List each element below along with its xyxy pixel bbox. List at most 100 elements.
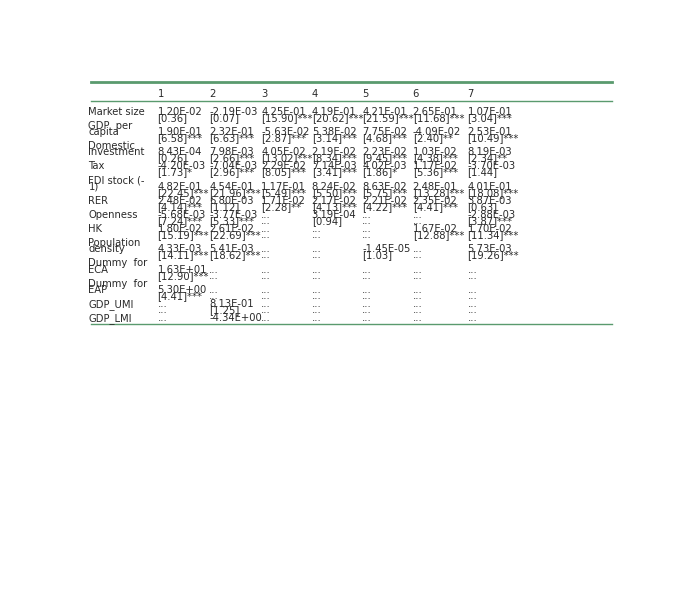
Text: [0.26]: [0.26] <box>158 154 188 163</box>
Text: ...: ... <box>413 299 423 309</box>
Text: ...: ... <box>413 216 423 226</box>
Text: ...: ... <box>261 305 271 315</box>
Text: ...: ... <box>311 244 322 254</box>
Text: ...: ... <box>261 250 271 260</box>
Text: ...: ... <box>413 244 423 254</box>
Text: ...: ... <box>209 291 219 301</box>
Text: 2.21E-02: 2.21E-02 <box>362 196 407 206</box>
Text: 8.63E-02: 8.63E-02 <box>362 182 407 191</box>
Text: ...: ... <box>209 265 219 275</box>
Text: ...: ... <box>413 265 423 275</box>
Text: [4.14]***: [4.14]*** <box>158 202 202 212</box>
Text: [22.69]***: [22.69]*** <box>209 230 261 240</box>
Text: ...: ... <box>261 230 271 240</box>
Text: [6.63]***: [6.63]*** <box>209 133 255 143</box>
Text: [21.59]***: [21.59]*** <box>362 113 414 123</box>
Text: ...: ... <box>311 305 322 315</box>
Text: 4.21E-01: 4.21E-01 <box>362 107 407 116</box>
Text: [8.34]***: [8.34]*** <box>311 154 357 163</box>
Text: 4.82E-01: 4.82E-01 <box>158 182 202 191</box>
Text: GDP_LMI: GDP_LMI <box>88 313 132 324</box>
Text: [5.75]***: [5.75]*** <box>362 188 407 198</box>
Text: 5: 5 <box>362 89 368 99</box>
Text: ...: ... <box>158 313 167 323</box>
Text: -2.19E-03: -2.19E-03 <box>209 107 257 116</box>
Text: 1.80E-02: 1.80E-02 <box>158 224 202 234</box>
Text: 1.17E-02: 1.17E-02 <box>413 161 458 172</box>
Text: ...: ... <box>413 271 423 281</box>
Text: [1.25]: [1.25] <box>209 305 239 315</box>
Text: ...: ... <box>311 265 322 275</box>
Text: -2.88E-03: -2.88E-03 <box>467 210 516 220</box>
Text: ...: ... <box>158 305 167 315</box>
Text: -5.68E-03: -5.68E-03 <box>158 210 206 220</box>
Text: FDI stock (-: FDI stock (- <box>88 175 145 185</box>
Text: 4.02E-03: 4.02E-03 <box>362 161 407 172</box>
Text: ...: ... <box>362 230 372 240</box>
Text: ...: ... <box>413 250 423 260</box>
Text: [21.96]***: [21.96]*** <box>209 188 261 198</box>
Text: [5.49]***: [5.49]*** <box>261 188 307 198</box>
Text: [5.33]***: [5.33]*** <box>209 216 254 226</box>
Text: [11.34]***: [11.34]*** <box>467 230 519 240</box>
Text: 1.20E-02: 1.20E-02 <box>158 107 202 116</box>
Text: [8.05]***: [8.05]*** <box>261 167 306 178</box>
Text: Investment: Investment <box>88 147 145 157</box>
Text: ...: ... <box>311 224 322 234</box>
Text: ...: ... <box>413 291 423 301</box>
Text: ...: ... <box>311 250 322 260</box>
Text: 2.29E-02: 2.29E-02 <box>261 161 306 172</box>
Text: [3.41]***: [3.41]*** <box>311 167 357 178</box>
Text: [14.11]***: [14.11]*** <box>158 250 209 260</box>
Text: 5.38E-02: 5.38E-02 <box>311 127 356 137</box>
Text: [4.22]***: [4.22]*** <box>362 202 407 212</box>
Text: ECA: ECA <box>88 265 108 275</box>
Text: ...: ... <box>261 291 271 301</box>
Text: -4.34E+00: -4.34E+00 <box>209 313 262 323</box>
Text: Domestic: Domestic <box>88 141 135 151</box>
Text: HK: HK <box>88 224 102 234</box>
Text: [2.96]***: [2.96]*** <box>209 167 255 178</box>
Text: 8.43E-04: 8.43E-04 <box>158 147 202 157</box>
Text: [15.19]***: [15.19]*** <box>158 230 209 240</box>
Text: 7.14E-03: 7.14E-03 <box>311 161 356 172</box>
Text: ...: ... <box>467 265 477 275</box>
Text: ...: ... <box>311 313 322 323</box>
Text: 2: 2 <box>209 89 215 99</box>
Text: ...: ... <box>261 244 271 254</box>
Text: 2.48E-02: 2.48E-02 <box>158 196 202 206</box>
Text: [20.62]***: [20.62]*** <box>311 113 363 123</box>
Text: [2.66]***: [2.66]*** <box>209 154 255 163</box>
Text: ...: ... <box>362 224 372 234</box>
Text: -3.70E-03: -3.70E-03 <box>467 161 516 172</box>
Text: 1.63E+01: 1.63E+01 <box>158 265 207 275</box>
Text: GDP_UMI: GDP_UMI <box>88 299 134 310</box>
Text: [1.86]*: [1.86]* <box>362 167 397 178</box>
Text: 3.87E-03: 3.87E-03 <box>467 196 512 206</box>
Text: [4.41]***: [4.41]*** <box>413 202 458 212</box>
Text: [5.50]***: [5.50]*** <box>311 188 357 198</box>
Text: ...: ... <box>362 313 372 323</box>
Text: -4.20E-03: -4.20E-03 <box>158 161 206 172</box>
Text: 5.73E-03: 5.73E-03 <box>467 244 512 254</box>
Text: -1.45E-05: -1.45E-05 <box>362 244 411 254</box>
Text: ...: ... <box>467 299 477 309</box>
Text: [0.36]: [0.36] <box>158 113 187 123</box>
Text: 8.13E-01: 8.13E-01 <box>209 299 254 309</box>
Text: ...: ... <box>467 271 477 281</box>
Text: [3.14]***: [3.14]*** <box>311 133 357 143</box>
Text: 4.19E-01: 4.19E-01 <box>311 107 357 116</box>
Text: Openness: Openness <box>88 210 138 220</box>
Text: [18.08]***: [18.08]*** <box>467 188 519 198</box>
Text: 4.25E-01: 4.25E-01 <box>261 107 306 116</box>
Text: [12.88]***: [12.88]*** <box>413 230 464 240</box>
Text: ...: ... <box>261 313 271 323</box>
Text: ...: ... <box>261 224 271 234</box>
Text: -7.04E-03: -7.04E-03 <box>209 161 257 172</box>
Text: ...: ... <box>261 285 271 295</box>
Text: ...: ... <box>209 285 219 295</box>
Text: -3.77E-03: -3.77E-03 <box>209 210 257 220</box>
Text: ...: ... <box>467 305 477 315</box>
Text: [13.28]***: [13.28]*** <box>413 188 464 198</box>
Text: -4.09E-02: -4.09E-02 <box>413 127 461 137</box>
